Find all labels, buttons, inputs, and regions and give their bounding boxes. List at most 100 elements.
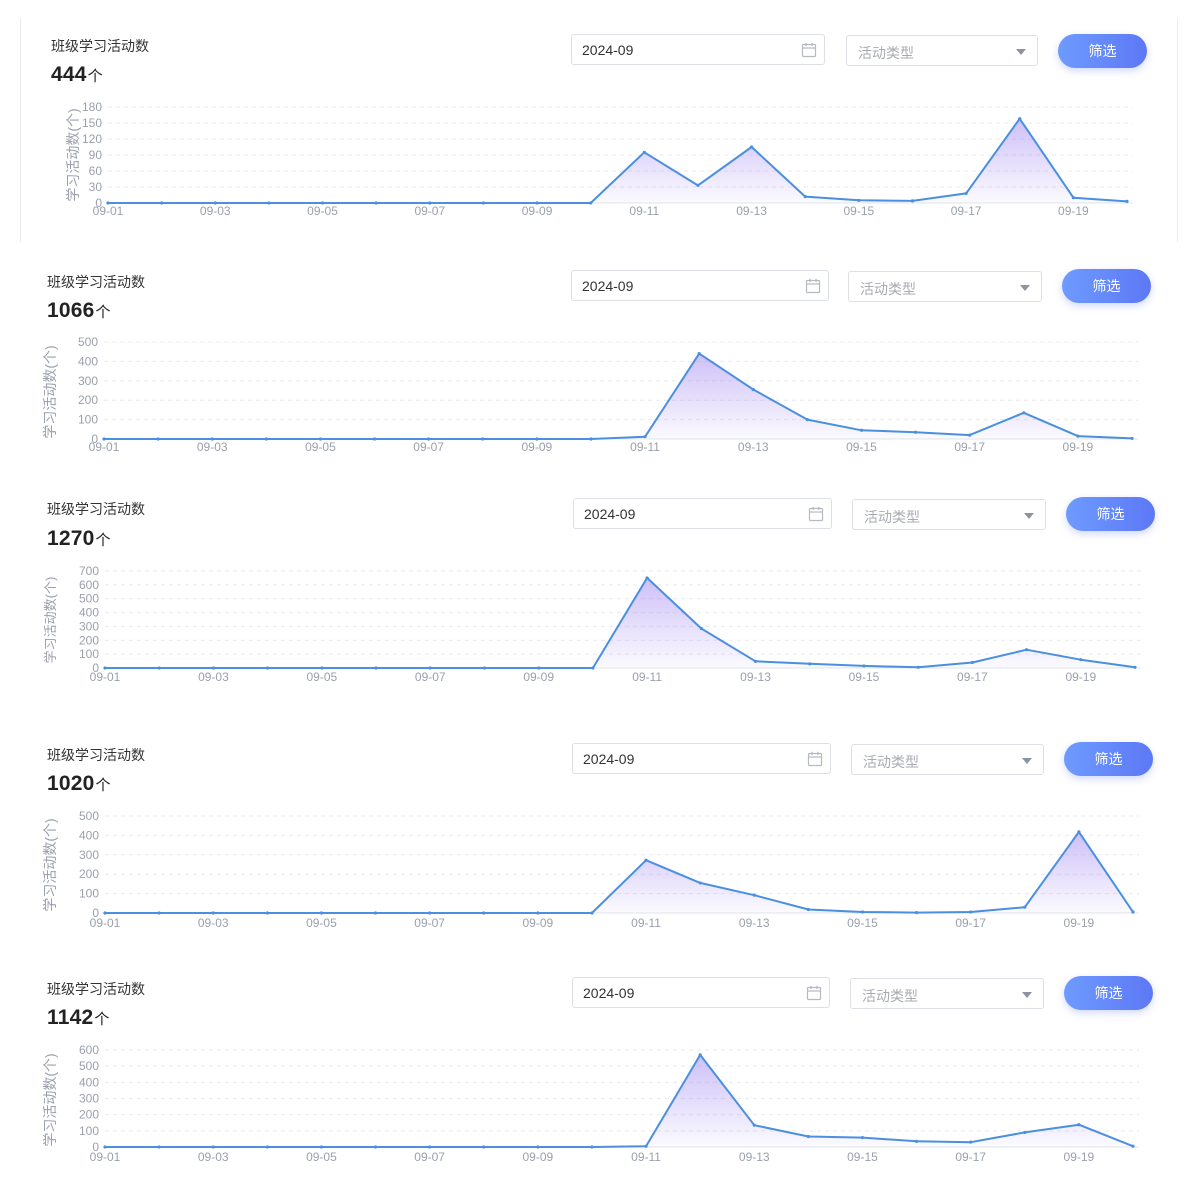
data-point[interactable]	[320, 666, 324, 670]
data-point[interactable]	[106, 201, 110, 205]
data-point[interactable]	[862, 664, 866, 668]
data-point[interactable]	[644, 1144, 648, 1148]
month-date-picker[interactable]: 2024-09	[571, 34, 825, 65]
data-point[interactable]	[428, 911, 432, 915]
data-point[interactable]	[482, 666, 487, 670]
data-point[interactable]	[642, 150, 646, 154]
data-point[interactable]	[1131, 910, 1135, 914]
data-point[interactable]	[374, 666, 378, 670]
data-point[interactable]	[913, 430, 918, 434]
data-point[interactable]	[1023, 905, 1027, 909]
data-point[interactable]	[591, 666, 595, 670]
data-point[interactable]	[916, 665, 920, 669]
data-point[interactable]	[752, 893, 756, 897]
data-point[interactable]	[1133, 665, 1137, 669]
filter-button[interactable]: 筛选	[1064, 976, 1153, 1010]
data-point[interactable]	[964, 191, 968, 195]
data-point[interactable]	[645, 576, 649, 580]
month-date-picker[interactable]: 2024-09	[572, 977, 830, 1008]
data-point[interactable]	[157, 666, 161, 670]
activity-type-select[interactable]: 活动类型	[848, 271, 1042, 302]
filter-button[interactable]: 筛选	[1064, 742, 1153, 776]
data-point[interactable]	[589, 437, 593, 441]
data-point[interactable]	[265, 911, 269, 915]
data-point[interactable]	[860, 1136, 865, 1140]
data-point[interactable]	[319, 1145, 324, 1149]
data-point[interactable]	[211, 1145, 215, 1149]
month-date-picker[interactable]: 2024-09	[573, 498, 832, 529]
data-point[interactable]	[857, 198, 861, 202]
data-point[interactable]	[699, 626, 703, 631]
data-point[interactable]	[1022, 411, 1026, 415]
data-point[interactable]	[428, 1145, 432, 1149]
data-point[interactable]	[696, 183, 700, 187]
data-point[interactable]	[753, 659, 758, 663]
data-point[interactable]	[1076, 434, 1080, 438]
data-point[interactable]	[372, 437, 377, 441]
data-point[interactable]	[643, 435, 647, 439]
data-point[interactable]	[751, 387, 755, 392]
data-point[interactable]	[535, 201, 539, 205]
month-date-picker[interactable]: 2024-09	[571, 270, 829, 301]
data-point[interactable]	[698, 881, 702, 885]
data-point[interactable]	[1018, 117, 1022, 121]
data-point[interactable]	[156, 437, 160, 441]
data-point[interactable]	[808, 662, 812, 666]
data-point[interactable]	[860, 910, 865, 914]
data-point[interactable]	[481, 201, 486, 205]
data-point[interactable]	[969, 1140, 973, 1144]
data-point[interactable]	[969, 910, 973, 914]
data-point[interactable]	[698, 1053, 702, 1057]
data-point[interactable]	[1023, 1130, 1027, 1135]
data-point[interactable]	[319, 911, 324, 915]
data-point[interactable]	[266, 666, 270, 670]
data-point[interactable]	[697, 352, 701, 356]
data-point[interactable]	[157, 1145, 161, 1149]
data-point[interactable]	[428, 201, 432, 205]
data-point[interactable]	[1024, 648, 1029, 652]
data-point[interactable]	[535, 437, 539, 441]
filter-button[interactable]: 筛选	[1062, 269, 1151, 303]
data-point[interactable]	[157, 911, 161, 915]
data-point[interactable]	[1130, 436, 1134, 441]
data-point[interactable]	[752, 1123, 756, 1127]
data-point[interactable]	[211, 911, 215, 915]
data-point[interactable]	[102, 437, 106, 441]
data-point[interactable]	[103, 1145, 107, 1149]
data-point[interactable]	[373, 911, 378, 915]
data-point[interactable]	[970, 660, 974, 665]
data-point[interactable]	[806, 907, 810, 912]
data-point[interactable]	[968, 433, 972, 437]
month-date-picker[interactable]: 2024-09	[572, 743, 831, 774]
data-point[interactable]	[267, 201, 271, 205]
data-point[interactable]	[806, 1134, 810, 1139]
data-point[interactable]	[537, 666, 541, 670]
data-point[interactable]	[103, 911, 107, 915]
data-point[interactable]	[427, 437, 431, 441]
data-point[interactable]	[914, 1139, 919, 1143]
data-point[interactable]	[374, 201, 378, 205]
data-point[interactable]	[320, 201, 325, 205]
data-point[interactable]	[482, 911, 486, 915]
data-point[interactable]	[428, 666, 432, 670]
data-point[interactable]	[536, 1145, 540, 1149]
data-point[interactable]	[210, 437, 214, 441]
data-point[interactable]	[1079, 658, 1083, 662]
data-point[interactable]	[1071, 196, 1075, 200]
data-point[interactable]	[590, 911, 594, 915]
data-point[interactable]	[644, 858, 648, 862]
activity-type-select[interactable]: 活动类型	[851, 744, 1044, 775]
data-point[interactable]	[1077, 830, 1081, 834]
data-point[interactable]	[160, 201, 164, 205]
data-point[interactable]	[536, 911, 540, 915]
data-point[interactable]	[910, 199, 915, 203]
data-point[interactable]	[749, 145, 754, 149]
activity-type-select[interactable]: 活动类型	[850, 978, 1044, 1009]
data-point[interactable]	[1125, 199, 1129, 203]
data-point[interactable]	[590, 1145, 594, 1149]
data-point[interactable]	[481, 437, 485, 441]
data-point[interactable]	[265, 1145, 269, 1149]
data-point[interactable]	[482, 1145, 486, 1149]
data-point[interactable]	[1077, 1123, 1081, 1127]
filter-button[interactable]: 筛选	[1058, 34, 1147, 68]
